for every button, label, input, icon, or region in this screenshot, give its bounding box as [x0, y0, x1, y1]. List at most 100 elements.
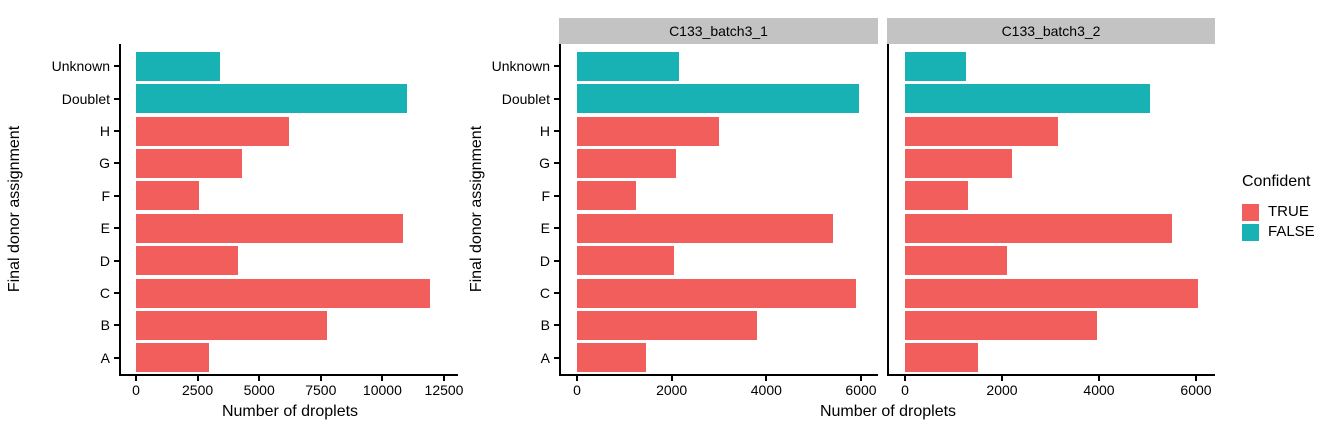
legend-swatch-true-icon — [1242, 203, 1259, 221]
bar-C133_batch3_1-g — [577, 148, 677, 178]
x-tick-label-7500: 7500 — [305, 382, 337, 398]
x-tick-label-12500: 12500 — [424, 382, 464, 398]
bar-combined-e — [136, 213, 404, 243]
y-tick-label-h: H — [99, 123, 110, 139]
bar-C133_batch3_2-d — [905, 246, 1007, 276]
bar-combined-c — [136, 278, 431, 308]
bar-C133_batch3_1-h — [577, 116, 719, 146]
x-tick-mark — [1001, 376, 1003, 381]
x-axis-title-left-plot: Number of droplets — [221, 403, 359, 420]
x-tick-label-6000: 6000 — [1180, 382, 1212, 398]
y-tick-mark — [114, 97, 119, 100]
bar-C133_batch3_2-f — [905, 181, 969, 211]
legend-label-true: TRUE — [1268, 203, 1309, 220]
facet-strip-C133_batch3_1: C133_batch3_1 — [559, 18, 878, 44]
x-tick-mark — [765, 376, 768, 381]
y-tick-label-d: D — [99, 252, 110, 269]
legend-item-true: TRUE — [1242, 203, 1315, 221]
x-axis-line — [119, 374, 458, 376]
y-tick-mark — [554, 259, 559, 262]
y-tick-label-b: B — [540, 317, 550, 334]
y-tick-mark — [554, 292, 559, 294]
y-tick-label-doublet: Doublet — [501, 90, 550, 107]
y-tick-label-e: E — [540, 220, 550, 237]
y-tick-label-a: A — [540, 349, 550, 366]
bar-C133_batch3_1-c — [577, 278, 857, 308]
bar-combined-d — [136, 246, 239, 276]
bar-combined-doublet — [136, 84, 408, 114]
bar-combined-h — [136, 116, 289, 146]
x-tick-label-0: 0 — [132, 382, 140, 398]
y-tick-mark — [114, 259, 119, 262]
y-tick-label-h: H — [539, 123, 550, 139]
bar-combined-a — [136, 343, 209, 373]
bar-C133_batch3_1-f — [577, 181, 637, 211]
y-tick-mark — [554, 130, 559, 132]
y-tick-label-e: E — [100, 220, 110, 237]
y-tick-mark — [554, 194, 559, 197]
y-axis-title: Final donor assignment — [468, 125, 485, 293]
y-tick-label-d: D — [539, 252, 550, 269]
bar-C133_batch3_2-e — [905, 213, 1172, 243]
bar-C133_batch3_1-b — [577, 310, 757, 340]
facet-strip-C133_batch3_2: C133_batch3_2 — [887, 18, 1215, 44]
bar-C133_batch3_2-a — [905, 343, 978, 373]
x-tick-mark — [196, 376, 199, 381]
y-tick-mark — [114, 162, 119, 165]
y-tick-label-f: F — [101, 187, 110, 204]
y-tick-mark — [554, 65, 559, 68]
bar-C133_batch3_1-e — [577, 213, 833, 243]
x-tick-mark — [381, 376, 384, 381]
y-tick-label-c: C — [99, 285, 110, 301]
y-tick-label-g: G — [99, 155, 110, 172]
x-tick-mark — [670, 376, 673, 381]
x-tick-label-2500: 2500 — [182, 382, 214, 398]
x-tick-label-4000: 4000 — [750, 382, 782, 398]
legend-label-false: FALSE — [1268, 223, 1315, 240]
y-tick-mark — [114, 227, 119, 230]
y-tick-label-b: B — [100, 317, 110, 334]
x-tick-mark — [443, 376, 445, 381]
y-tick-mark — [114, 356, 119, 359]
x-tick-label-4000: 4000 — [1083, 382, 1115, 398]
y-tick-mark — [114, 65, 119, 68]
bar-C133_batch3_2-doublet — [905, 84, 1150, 114]
y-tick-mark — [114, 292, 119, 294]
bar-C133_batch3_1-a — [577, 343, 646, 373]
x-tick-mark — [319, 376, 322, 381]
bar-C133_batch3_2-h — [905, 116, 1058, 146]
x-tick-mark — [1195, 376, 1197, 381]
bar-combined-unknown — [136, 51, 220, 81]
y-tick-mark — [114, 324, 119, 327]
y-axis-line — [559, 44, 561, 376]
y-tick-label-f: F — [541, 187, 550, 204]
y-axis-line — [887, 44, 889, 376]
bar-combined-g — [136, 148, 242, 178]
bar-C133_batch3_2-c — [905, 278, 1199, 308]
x-axis-title-facets: Number of droplets — [819, 403, 957, 420]
bar-C133_batch3_2-b — [905, 310, 1097, 340]
legend-title: Confident — [1242, 173, 1311, 190]
legend: Confident TRUE FALSE — [1242, 172, 1315, 243]
legend-item-false: FALSE — [1242, 223, 1315, 241]
y-tick-mark — [114, 194, 119, 197]
bar-combined-b — [136, 310, 327, 340]
x-tick-mark — [1098, 376, 1100, 381]
legend-swatch-false-icon — [1242, 223, 1259, 241]
bar-C133_batch3_1-unknown — [577, 51, 679, 81]
y-axis-line — [119, 44, 121, 376]
x-tick-mark — [135, 376, 137, 381]
x-tick-label-0: 0 — [901, 382, 909, 398]
y-tick-mark — [114, 130, 119, 132]
bar-C133_batch3_1-d — [577, 246, 675, 276]
bar-C133_batch3_2-unknown — [905, 51, 966, 81]
bar-C133_batch3_1-doublet — [577, 84, 859, 114]
bar-combined-f — [136, 181, 199, 211]
y-tick-label-unknown: Unknown — [51, 58, 110, 75]
x-tick-label-6000: 6000 — [845, 382, 877, 398]
x-tick-mark — [904, 376, 906, 381]
y-tick-label-a: A — [100, 349, 110, 366]
y-tick-mark — [554, 227, 559, 230]
x-tick-mark — [860, 376, 862, 381]
